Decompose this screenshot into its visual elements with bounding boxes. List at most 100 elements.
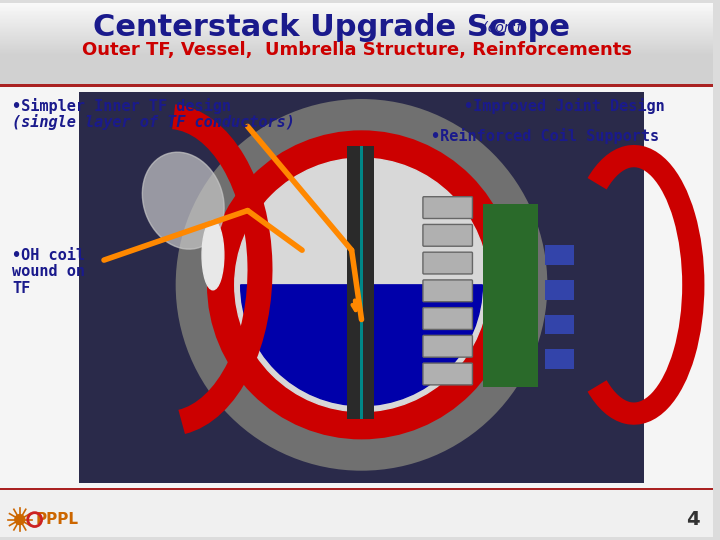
Bar [0, 35, 713, 36]
Bar [359, 146, 364, 418]
Bar [0, 31, 713, 32]
FancyBboxPatch shape [423, 225, 472, 246]
Bar [0, 39, 713, 40]
Bar [0, 74, 713, 75]
Text: wound on: wound on [12, 265, 85, 280]
Bar [0, 56, 713, 57]
Bar [0, 17, 713, 18]
Bar [0, 77, 713, 78]
Bar [0, 14, 713, 15]
Bar [346, 146, 374, 418]
Text: TF: TF [12, 281, 30, 296]
Bar [0, 70, 713, 71]
Bar [0, 67, 713, 68]
Bar [0, 69, 713, 70]
Bar [545, 245, 575, 265]
Bar [0, 22, 713, 23]
Bar [0, 73, 713, 74]
Bar [0, 41, 713, 42]
Bar [0, 87, 713, 488]
FancyBboxPatch shape [423, 308, 472, 329]
Bar [0, 43, 713, 44]
Bar [0, 50, 713, 51]
Ellipse shape [202, 220, 224, 290]
Bar [0, 85, 713, 86]
Bar [0, 66, 713, 67]
Bar [0, 48, 713, 49]
Bar [0, 52, 713, 53]
Bar [0, 23, 713, 24]
Bar [0, 44, 713, 45]
Bar [0, 24, 713, 25]
Bar [0, 63, 713, 64]
Bar [0, 76, 713, 77]
Bar [0, 37, 713, 38]
Bar [0, 36, 713, 37]
Bar [0, 10, 713, 11]
Bar [0, 3, 713, 4]
Bar [0, 5, 713, 6]
Text: •Simpler Inner TF design: •Simpler Inner TF design [12, 98, 231, 113]
FancyBboxPatch shape [423, 197, 472, 219]
Text: (single layer of TF conductors): (single layer of TF conductors) [12, 114, 294, 131]
Circle shape [15, 515, 24, 524]
Bar [545, 349, 575, 369]
Bar [0, 42, 713, 43]
Bar [0, 65, 713, 66]
Bar [0, 33, 713, 34]
Bar [0, 4, 713, 5]
Bar [0, 49, 713, 50]
Bar [0, 18, 713, 19]
FancyBboxPatch shape [423, 335, 472, 357]
Bar [0, 84, 713, 85]
Bar [0, 26, 713, 28]
Bar [0, 60, 713, 61]
Bar [0, 47, 713, 48]
Text: PPPL: PPPL [36, 512, 79, 527]
Bar [0, 488, 713, 490]
Bar [0, 19, 713, 21]
Bar [0, 16, 713, 17]
Bar [0, 8, 713, 9]
Bar [0, 79, 713, 80]
Bar [0, 57, 713, 58]
Bar [0, 46, 713, 47]
Bar [0, 6, 713, 8]
FancyBboxPatch shape [423, 252, 472, 274]
Bar [0, 80, 713, 81]
Ellipse shape [143, 152, 224, 249]
Bar [0, 11, 713, 12]
Bar [0, 15, 713, 16]
Circle shape [211, 134, 512, 435]
Text: •Reinforced Coil Supports: •Reinforced Coil Supports [431, 129, 659, 144]
Bar [0, 2, 713, 3]
Text: Outer TF, Vessel,  Umbrella Structure, Reinforcements: Outer TF, Vessel, Umbrella Structure, Re… [81, 41, 631, 59]
Bar [0, 81, 713, 82]
Bar [0, 71, 713, 72]
Bar [0, 40, 713, 41]
Wedge shape [240, 285, 482, 406]
Bar [0, 68, 713, 69]
Bar [545, 280, 575, 300]
Bar [0, 29, 713, 30]
Bar [0, 59, 713, 60]
FancyBboxPatch shape [423, 363, 472, 385]
Bar [0, 61, 713, 62]
Text: (con't): (con't) [478, 21, 528, 35]
Text: •Improved Joint Design: •Improved Joint Design [464, 98, 665, 113]
Bar [0, 83, 713, 84]
Bar [0, 30, 713, 31]
Text: 4: 4 [686, 510, 700, 529]
Bar [0, 84, 713, 87]
Bar [0, 12, 713, 14]
Bar [0, 54, 713, 55]
Bar [483, 204, 538, 387]
Bar [0, 72, 713, 73]
Bar [0, 53, 713, 54]
Bar [0, 9, 713, 10]
Bar [0, 21, 713, 22]
FancyBboxPatch shape [423, 280, 472, 302]
Bar [79, 92, 644, 483]
Bar [0, 64, 713, 65]
Circle shape [235, 158, 488, 411]
